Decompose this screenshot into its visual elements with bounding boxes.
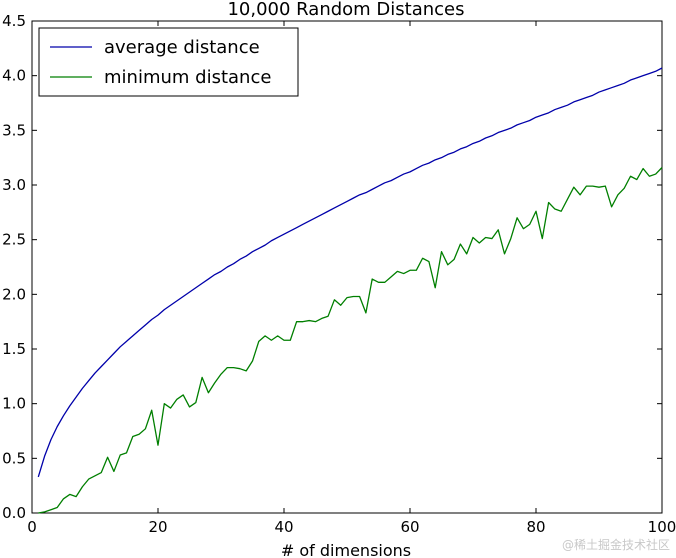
y-tick-label: 2.5 bbox=[2, 231, 26, 249]
x-tick-label: 100 bbox=[648, 518, 676, 536]
y-tick-label: 3.5 bbox=[2, 121, 26, 139]
x-tick-label: 0 bbox=[27, 518, 37, 536]
y-tick-label: 0.0 bbox=[2, 504, 26, 522]
chart-title: 10,000 Random Distances bbox=[227, 0, 464, 20]
x-tick-label: 40 bbox=[274, 518, 293, 536]
plot-frame bbox=[31, 20, 663, 514]
legend-label-average-distance: average distance bbox=[104, 37, 260, 58]
x-tick-label: 60 bbox=[400, 518, 419, 536]
x-tick-label: 80 bbox=[526, 518, 545, 536]
x-axis-label: # of dimensions bbox=[281, 541, 411, 558]
series-line-minimum-distance bbox=[38, 167, 663, 514]
y-tick-label: 1.0 bbox=[2, 395, 26, 413]
y-tick-label: 3.0 bbox=[2, 176, 26, 194]
y-tick-label: 2.0 bbox=[2, 285, 26, 303]
watermark: @稀土掘金技术社区 bbox=[562, 537, 670, 552]
series-line-average-distance bbox=[37, 67, 663, 478]
series-lines bbox=[37, 67, 663, 514]
legend-box bbox=[38, 27, 299, 97]
y-tick-label: 0.5 bbox=[2, 449, 26, 467]
y-axis: 0.0 0.5 1.0 1.5 2.0 2.5 3.0 3.5 4.0 4.5 bbox=[2, 12, 662, 522]
x-axis: 0 20 40 60 80 100 bbox=[27, 21, 676, 536]
x-tick-label: 20 bbox=[148, 518, 167, 536]
y-tick-label: 1.5 bbox=[2, 340, 26, 358]
y-tick-label: 4.0 bbox=[2, 67, 26, 85]
legend-label-minimum-distance: minimum distance bbox=[104, 67, 271, 88]
legend: average distance minimum distance bbox=[38, 27, 299, 97]
y-tick-label: 4.5 bbox=[2, 12, 26, 30]
